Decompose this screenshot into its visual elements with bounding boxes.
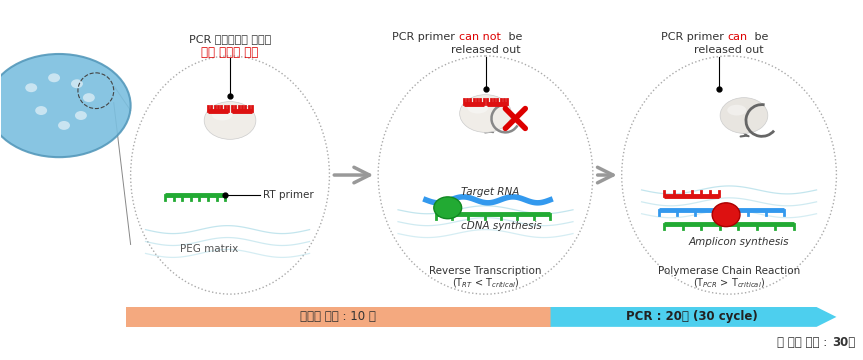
Ellipse shape — [48, 73, 60, 82]
Text: PEG matrix: PEG matrix — [180, 244, 238, 255]
Ellipse shape — [720, 98, 768, 133]
Ellipse shape — [205, 102, 255, 139]
Text: can: can — [727, 32, 747, 42]
Text: be: be — [506, 32, 523, 42]
Text: 온도 감음성 소재: 온도 감음성 소재 — [201, 46, 259, 59]
Ellipse shape — [58, 121, 70, 130]
Ellipse shape — [212, 109, 233, 121]
Ellipse shape — [71, 79, 83, 88]
Text: Reverse Transcription: Reverse Transcription — [429, 266, 542, 276]
Ellipse shape — [35, 106, 47, 115]
Text: PCR primer: PCR primer — [393, 32, 458, 42]
Text: RT primer: RT primer — [263, 190, 313, 200]
Text: released out: released out — [450, 45, 520, 55]
Text: PCR 프라이머가 포함된: PCR 프라이머가 포함된 — [189, 34, 271, 44]
Text: 총 소요 시간 :: 총 소요 시간 : — [778, 336, 831, 349]
Text: (T$_{PCR}$ > T$_{critical}$): (T$_{PCR}$ > T$_{critical}$) — [693, 276, 765, 290]
Ellipse shape — [460, 95, 512, 132]
Ellipse shape — [25, 83, 37, 92]
Text: can not: can not — [458, 32, 501, 42]
Ellipse shape — [468, 102, 488, 113]
Text: 30분: 30분 — [833, 336, 856, 349]
Text: PCR primer: PCR primer — [661, 32, 727, 42]
Ellipse shape — [0, 54, 130, 157]
Bar — [126, 307, 551, 327]
Ellipse shape — [621, 56, 836, 294]
Text: (T$_{RT}$ < T$_{critical}$): (T$_{RT}$ < T$_{critical}$) — [451, 276, 520, 290]
Ellipse shape — [712, 203, 740, 227]
Ellipse shape — [434, 197, 462, 219]
Ellipse shape — [75, 111, 87, 120]
Text: Polymerase Chain Reaction: Polymerase Chain Reaction — [658, 266, 800, 276]
Text: be: be — [751, 32, 768, 42]
Ellipse shape — [83, 93, 95, 102]
Text: Amplicon synthesis: Amplicon synthesis — [689, 237, 790, 247]
Text: Target RNA: Target RNA — [461, 187, 519, 197]
Ellipse shape — [130, 56, 330, 294]
Ellipse shape — [378, 56, 593, 294]
Ellipse shape — [728, 105, 746, 116]
Text: cDNA synthesis: cDNA synthesis — [461, 221, 541, 231]
Text: PCR : 20분 (30 cycle): PCR : 20분 (30 cycle) — [626, 310, 758, 323]
Text: 역전사 과정 : 10 분: 역전사 과정 : 10 분 — [300, 310, 376, 323]
Polygon shape — [551, 307, 836, 327]
Text: released out: released out — [694, 45, 764, 55]
